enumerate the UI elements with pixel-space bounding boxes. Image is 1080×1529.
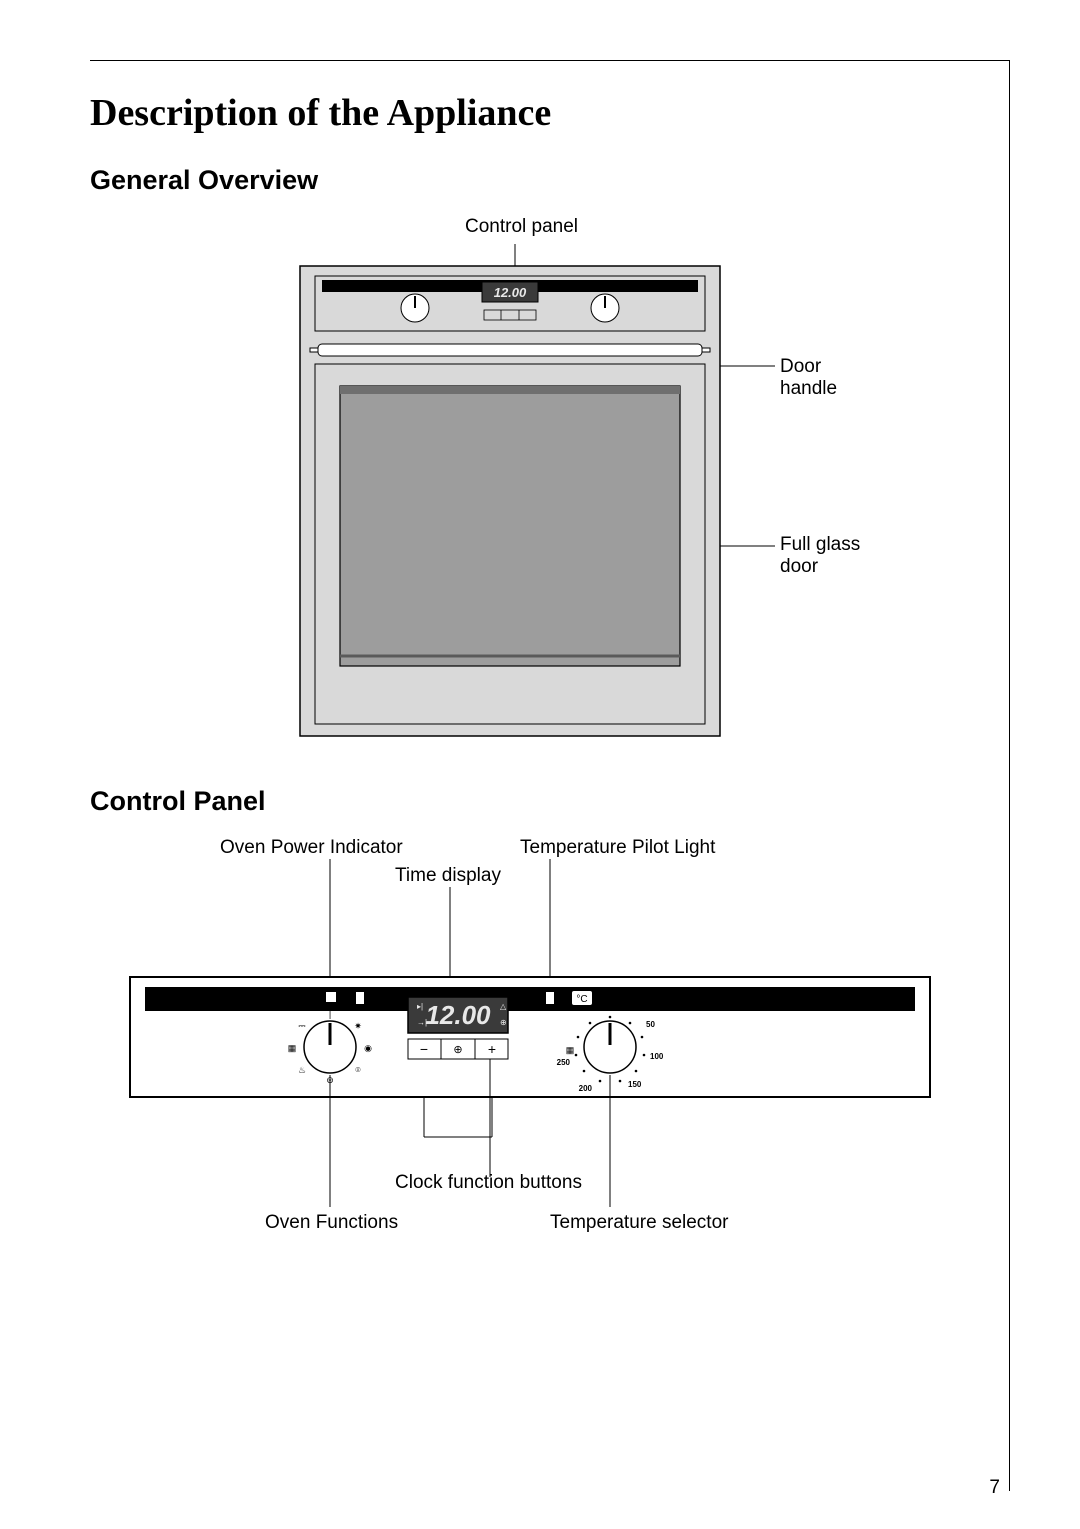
svg-text:⊕: ⊕ bbox=[453, 1044, 462, 1056]
svg-text:|: | bbox=[329, 1009, 331, 1019]
label-control-panel: Control panel bbox=[465, 216, 578, 238]
svg-text:△: △ bbox=[500, 1002, 507, 1011]
label-time-display: Time display bbox=[395, 865, 501, 887]
control-time-display: 12.00 bbox=[425, 1000, 491, 1030]
svg-text:♨: ♨ bbox=[298, 1065, 306, 1075]
temp-150: 150 bbox=[628, 1080, 642, 1089]
svg-text:⌾: ⌾ bbox=[355, 1065, 361, 1075]
svg-text:✷: ✷ bbox=[354, 1021, 362, 1031]
overview-diagram: Control panel Door handle Full glass doo… bbox=[240, 216, 960, 761]
svg-text:▦: ▦ bbox=[288, 1043, 297, 1053]
temp-200: 200 bbox=[579, 1084, 593, 1093]
section-heading-control: Control Panel bbox=[90, 786, 979, 817]
svg-text:+: + bbox=[488, 1041, 496, 1057]
temp-50: 50 bbox=[646, 1020, 655, 1029]
label-clock-buttons: Clock function buttons bbox=[395, 1172, 582, 1194]
label-oven-functions: Oven Functions bbox=[265, 1212, 398, 1234]
page: Description of the Appliance General Ove… bbox=[0, 0, 1080, 1529]
label-full-glass-2: door bbox=[780, 556, 818, 578]
page-number: 7 bbox=[989, 1477, 1000, 1499]
control-panel-diagram: Oven Power Indicator Time display Temper… bbox=[90, 837, 970, 1242]
svg-text:−: − bbox=[420, 1041, 428, 1057]
label-full-glass-1: Full glass bbox=[780, 534, 860, 556]
svg-text:⎓: ⎓ bbox=[298, 1021, 305, 1031]
svg-text:→|: →| bbox=[417, 1018, 427, 1027]
label-temp-pilot: Temperature Pilot Light bbox=[520, 837, 715, 859]
oven-overview-svg: 12.00 bbox=[240, 216, 780, 756]
temp-100: 100 bbox=[650, 1052, 664, 1061]
svg-text:▸|: ▸| bbox=[417, 1002, 423, 1011]
svg-text:◉: ◉ bbox=[364, 1043, 372, 1053]
page-title: Description of the Appliance bbox=[90, 91, 979, 135]
content-frame: Description of the Appliance General Ove… bbox=[90, 60, 1010, 1491]
label-door-handle-2: handle bbox=[780, 378, 837, 400]
svg-text:▦: ▦ bbox=[566, 1045, 575, 1055]
overview-time-display: 12.00 bbox=[494, 285, 527, 300]
label-oven-power: Oven Power Indicator bbox=[220, 837, 403, 859]
svg-text:⊕: ⊕ bbox=[500, 1018, 507, 1027]
label-door-handle-1: Door bbox=[780, 356, 821, 378]
temp-250: 250 bbox=[557, 1058, 571, 1067]
section-heading-overview: General Overview bbox=[90, 165, 979, 196]
label-temp-selector: Temperature selector bbox=[550, 1212, 728, 1234]
svg-text:°C: °C bbox=[576, 994, 587, 1005]
